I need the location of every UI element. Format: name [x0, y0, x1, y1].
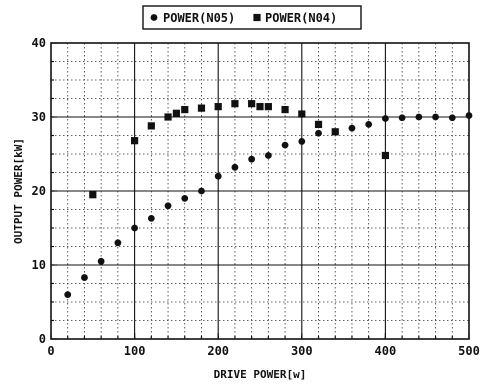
legend-marker-square: [253, 13, 261, 22]
data-point-circle: [315, 129, 322, 137]
data-point-circle: [382, 115, 389, 122]
legend-marker-circle: [150, 14, 158, 21]
y-tick-label: 40: [32, 36, 46, 50]
x-tick-label: 100: [124, 344, 146, 358]
data-point-circle: [231, 163, 239, 171]
data-point-circle: [398, 114, 406, 122]
data-point-circle: [348, 124, 356, 132]
data-point-circle: [181, 195, 189, 202]
y-tick-label: 10: [32, 258, 46, 272]
data-point-square: [331, 128, 339, 136]
x-axis-label: DRIVE POWER[w]: [214, 368, 307, 381]
data-point-square: [231, 100, 239, 108]
data-point-circle: [264, 152, 272, 159]
y-tick-label: 0: [39, 332, 46, 346]
data-point-square: [147, 122, 155, 130]
major-grid: [51, 43, 469, 339]
data-point-circle: [432, 113, 439, 121]
data-point-square: [89, 191, 97, 199]
series-1: [89, 100, 389, 199]
axis-ticks: [50, 42, 470, 340]
data-point-circle: [198, 187, 205, 195]
data-point-circle: [298, 138, 306, 145]
x-tick-label: 300: [291, 344, 313, 358]
x-tick-label: 500: [458, 344, 480, 358]
data-point-square: [172, 109, 180, 117]
data-point-circle: [214, 172, 222, 180]
data-point-square: [264, 103, 272, 111]
data-point-circle: [365, 121, 373, 128]
data-point-circle: [164, 202, 172, 210]
x-tick-label: 0: [47, 344, 54, 358]
x-axis-tick-labels: 0 100 200 300 400 500: [47, 344, 479, 358]
data-point-circle: [81, 274, 88, 281]
data-point-square: [281, 106, 289, 114]
data-point-square: [256, 103, 264, 111]
data-point-square: [181, 106, 189, 114]
data-point-circle: [131, 224, 139, 232]
data-point-square: [131, 137, 139, 145]
y-axis-tick-labels: 0 10 20 30 40: [32, 36, 46, 346]
data-point-circle: [64, 291, 72, 298]
x-tick-label: 200: [207, 344, 229, 358]
data-point-circle: [97, 257, 105, 265]
data-point-square: [298, 110, 306, 118]
data-point-square: [381, 151, 389, 160]
series-0: [64, 112, 473, 298]
legend: POWER(N05) POWER(N04): [142, 5, 362, 30]
data-point-circle: [448, 114, 456, 122]
x-tick-label: 400: [375, 344, 397, 358]
data-point-circle: [465, 112, 473, 119]
data-point-square: [214, 103, 222, 111]
data-point-square: [164, 113, 172, 121]
data-point-circle: [281, 141, 289, 149]
data-point-square: [248, 100, 256, 108]
data-point-circle: [114, 239, 122, 247]
legend-label: POWER(N05): [163, 11, 235, 25]
legend-box: [142, 5, 362, 30]
data-points: [64, 100, 473, 298]
y-axis-label: OUTPUT POWER[kW]: [12, 138, 25, 244]
data-point-circle: [415, 113, 423, 121]
data-point-square: [314, 120, 323, 128]
y-tick-label: 20: [32, 184, 46, 198]
data-point-square: [197, 104, 206, 112]
y-tick-label: 30: [32, 110, 46, 124]
data-point-circle: [248, 155, 256, 163]
data-point-circle: [147, 214, 155, 222]
legend-label: POWER(N04): [265, 11, 337, 25]
